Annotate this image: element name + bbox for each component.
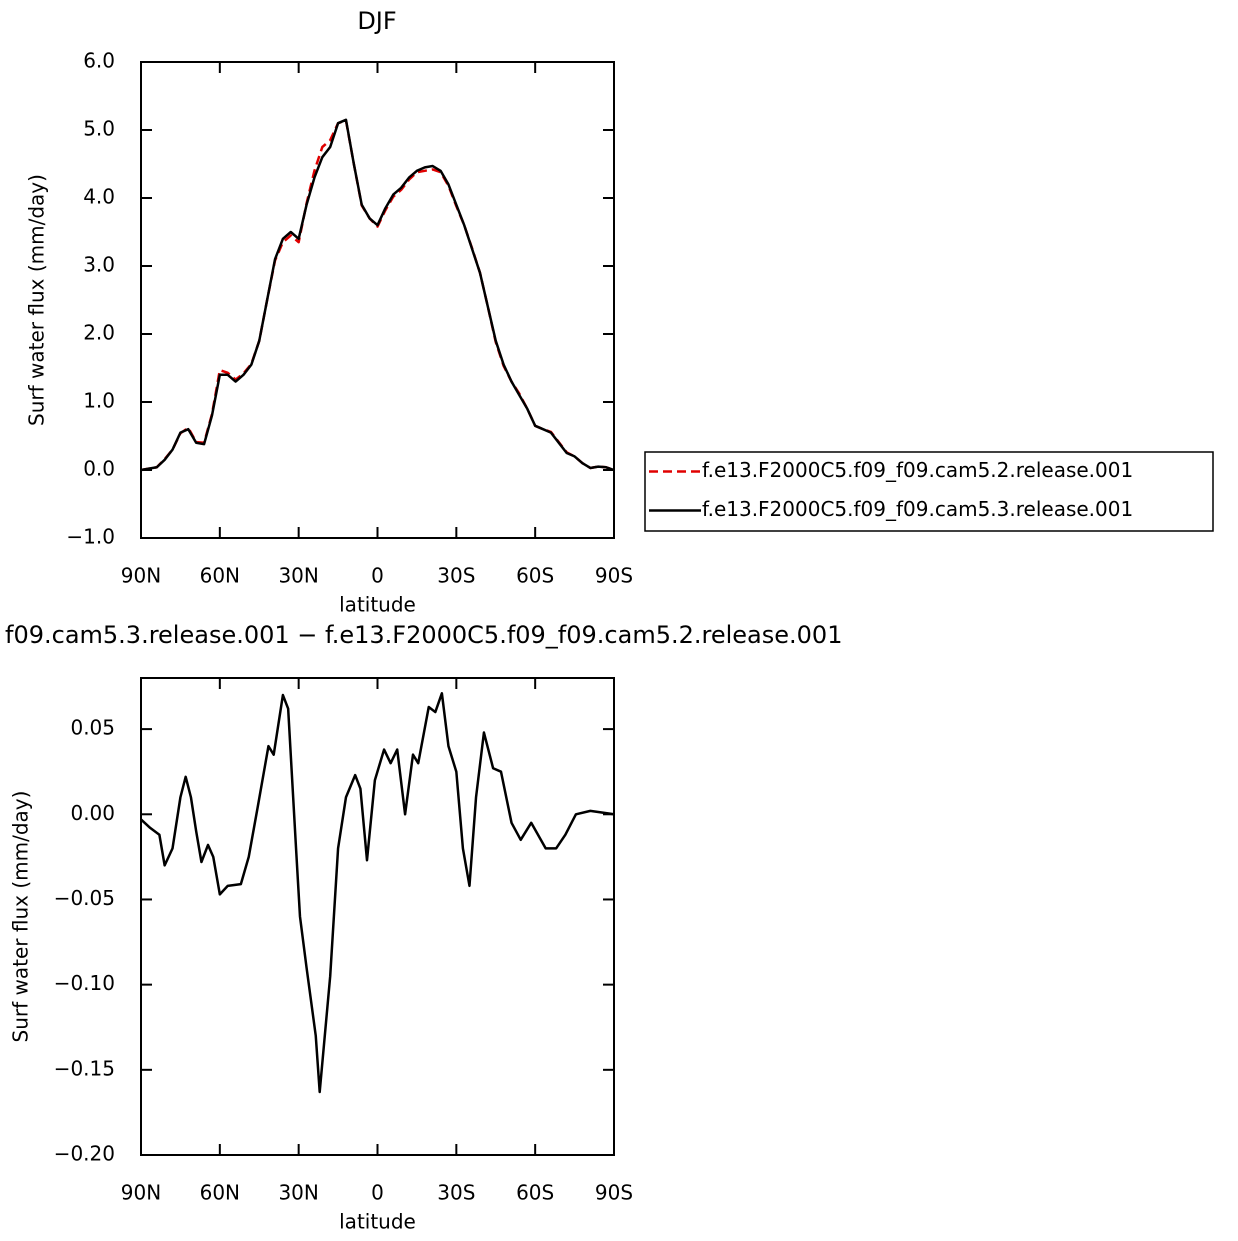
x-tick-label: 60S	[516, 564, 554, 588]
y-tick-label: 2.0	[83, 321, 115, 345]
legend-label: f.e13.F2000C5.f09_f09.cam5.3.release.001	[702, 497, 1133, 521]
data-line	[140, 118, 615, 472]
y-tick-label: −0.15	[54, 1056, 115, 1080]
y-tick-label: 5.0	[83, 117, 115, 141]
y-tick-label: 4.0	[83, 185, 115, 209]
y-tick-label: −1.0	[66, 525, 115, 549]
y-tick-label: 0.0	[83, 457, 115, 481]
y-tick-label: −0.20	[54, 1142, 115, 1166]
x-tick-label: 60N	[200, 1181, 240, 1205]
x-tick-label: 90S	[595, 1181, 633, 1205]
chart-title: f09.cam5.3.release.001 − f.e13.F2000C5.f…	[5, 621, 842, 649]
plot-frame	[140, 677, 615, 1156]
y-tick-label: −0.10	[54, 971, 115, 995]
x-tick-label: 60S	[516, 1181, 554, 1205]
x-tick-label: 30N	[278, 1181, 318, 1205]
y-tick-label: 1.0	[83, 389, 115, 413]
y-tick-label: 0.05	[70, 716, 115, 740]
x-tick-label: 90N	[121, 564, 161, 588]
x-tick-label: 90S	[595, 564, 633, 588]
x-tick-label: 30S	[437, 564, 475, 588]
x-tick-label: 30S	[437, 1181, 475, 1205]
x-tick-label: 90N	[121, 1181, 161, 1205]
y-axis-label: Surf water flux (mm/day)	[25, 174, 49, 426]
legend-box	[644, 451, 1214, 532]
data-line	[140, 692, 615, 1094]
y-tick-label: 0.00	[70, 801, 115, 825]
x-axis-label: latitude	[339, 593, 416, 617]
x-tick-label: 0	[371, 564, 384, 588]
y-tick-label: 6.0	[83, 49, 115, 73]
y-tick-label: 3.0	[83, 253, 115, 277]
plot-frame	[140, 61, 615, 539]
x-tick-label: 60N	[200, 564, 240, 588]
legend-label: f.e13.F2000C5.f09_f09.cam5.2.release.001	[702, 458, 1133, 482]
x-axis-label: latitude	[339, 1210, 416, 1234]
chart-title: DJF	[357, 7, 396, 35]
y-tick-label: −0.05	[54, 886, 115, 910]
y-axis-label: Surf water flux (mm/day)	[9, 791, 33, 1043]
x-tick-label: 30N	[278, 564, 318, 588]
x-tick-label: 0	[371, 1181, 384, 1205]
